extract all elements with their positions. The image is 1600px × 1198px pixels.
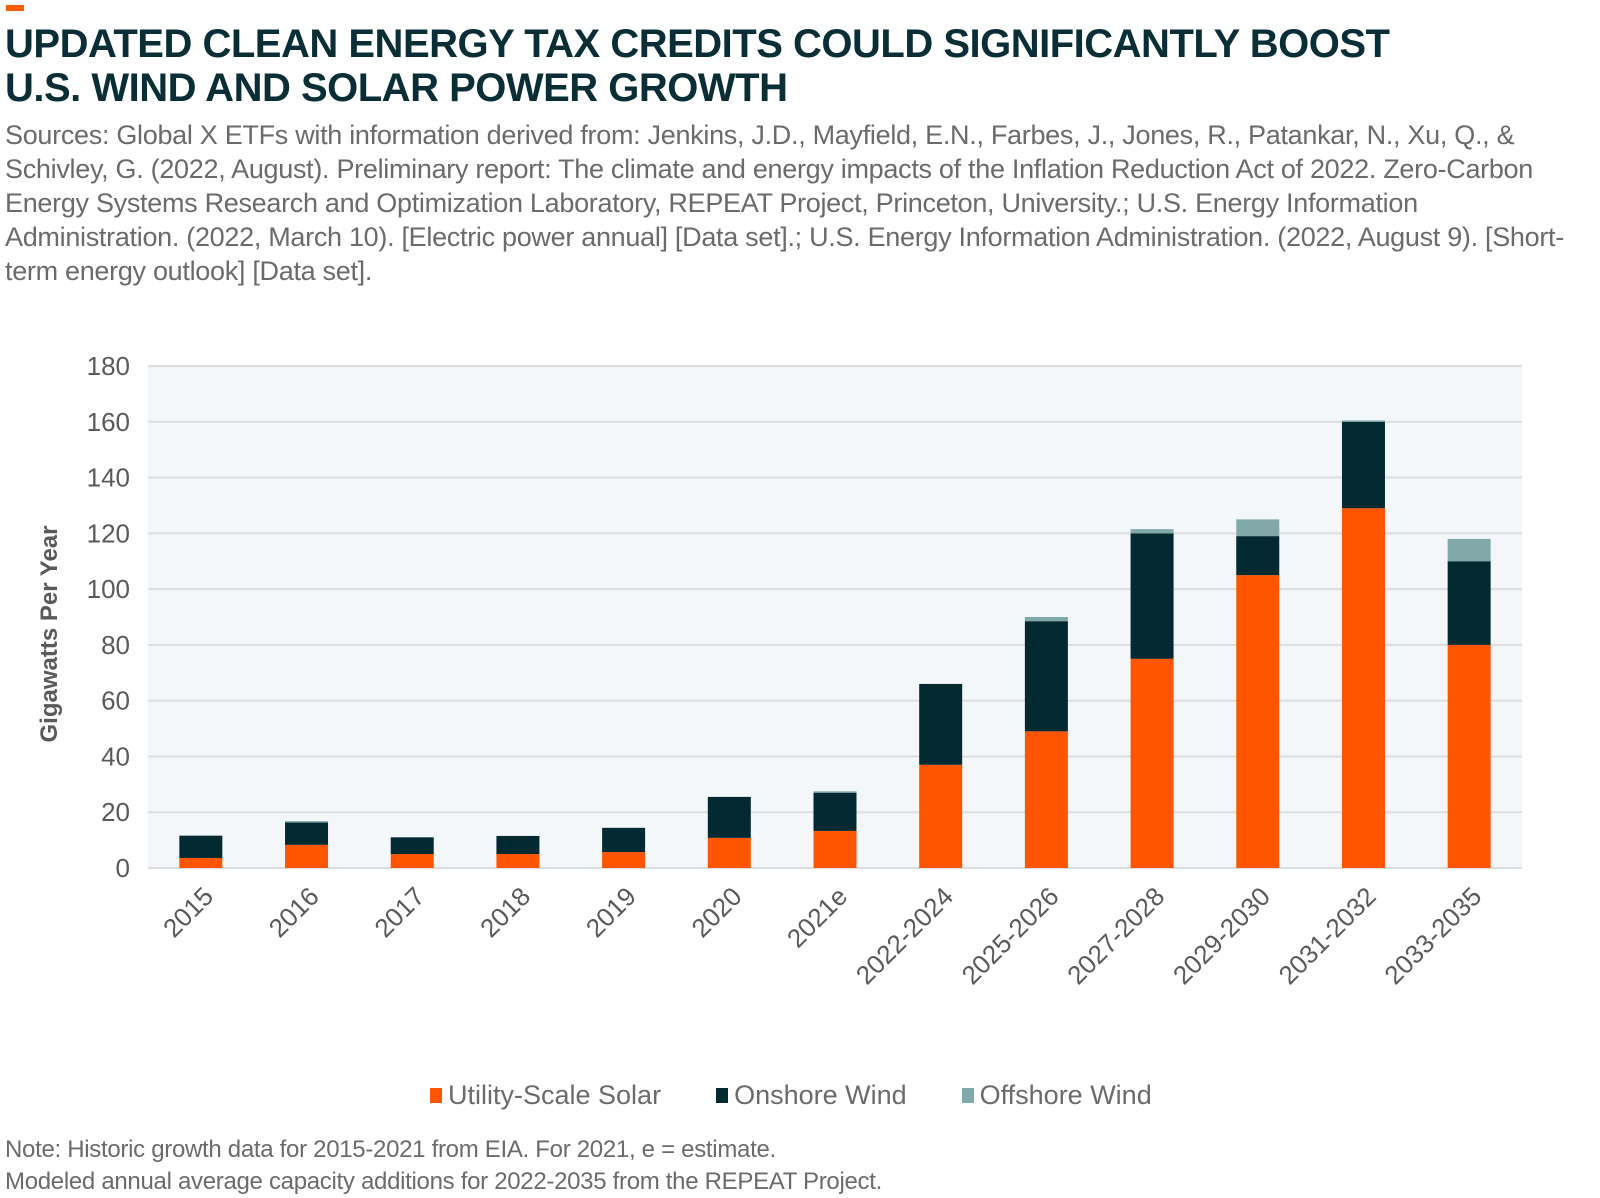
y-tick-label: 120 <box>87 518 130 548</box>
bar-segment-solar <box>179 857 223 868</box>
legend-label-solar: Utility-Scale Solar <box>448 1080 662 1110</box>
note-line-2: Modeled annual average capacity addition… <box>5 1168 882 1195</box>
x-tick-label: 2015 <box>157 881 219 943</box>
x-tick-label: 2017 <box>368 881 430 943</box>
y-tick-label: 20 <box>101 797 130 827</box>
y-tick-label: 60 <box>101 686 130 716</box>
x-tick-label: 2025-2026 <box>955 881 1064 990</box>
accent-bar <box>6 5 24 11</box>
legend-item-onshore: Onshore Wind <box>716 1080 907 1111</box>
y-tick-label: 40 <box>101 741 130 771</box>
y-tick-label: 160 <box>87 407 130 437</box>
x-tick-label: 2018 <box>474 881 536 943</box>
y-tick-label: 140 <box>87 463 130 493</box>
legend-item-solar: Utility-Scale Solar <box>430 1080 661 1111</box>
y-tick-label: 80 <box>101 630 130 660</box>
title-line-1: UPDATED CLEAN ENERGY TAX CREDITS COULD S… <box>5 22 1390 66</box>
bar-segment-solar <box>390 854 434 868</box>
legend-label-onshore: Onshore Wind <box>734 1080 907 1110</box>
legend-swatch-onshore <box>716 1088 729 1103</box>
bar-segment-onshore <box>1024 621 1068 732</box>
bar-segment-solar <box>1024 731 1068 868</box>
x-tick-label: 2021e <box>781 881 853 953</box>
y-tick-label: 100 <box>87 574 130 604</box>
bar-segment-onshore <box>707 796 751 838</box>
bar-segment-onshore <box>919 683 963 765</box>
bar-segment-onshore <box>1341 421 1385 509</box>
sources-text: Sources: Global X ETFs with information … <box>5 120 1564 286</box>
bar-segment-offshore <box>1024 617 1068 622</box>
bar-segment-offshore <box>1236 519 1280 537</box>
bar-segment-solar <box>602 852 646 868</box>
bar-segment-onshore <box>179 835 223 858</box>
bar-segment-solar <box>285 844 329 868</box>
bar-segment-onshore <box>285 822 329 845</box>
bar-segment-solar <box>1236 575 1280 868</box>
x-tick-label: 2020 <box>685 881 747 943</box>
bar-segment-onshore <box>1236 536 1280 576</box>
bar-segment-offshore <box>813 791 857 793</box>
legend-item-offshore: Offshore Wind <box>961 1080 1152 1111</box>
bar-segment-offshore <box>1447 538 1491 562</box>
bar-segment-onshore <box>390 837 434 855</box>
bar-segment-offshore <box>285 821 329 823</box>
legend-swatch-offshore <box>961 1088 974 1103</box>
bar-segment-onshore <box>1130 533 1174 659</box>
x-tick-label: 2016 <box>263 881 325 943</box>
bar-segment-solar <box>813 830 857 868</box>
bar-segment-solar <box>1130 658 1174 868</box>
bar-segment-solar <box>1447 644 1491 868</box>
x-tick-label: 2031-2032 <box>1273 881 1382 990</box>
note-line-1: Note: Historic growth data for 2015-2021… <box>5 1136 776 1163</box>
legend-label-offshore: Offshore Wind <box>979 1080 1152 1110</box>
chart-title: UPDATED CLEAN ENERGY TAX CREDITS COULD S… <box>5 22 1390 110</box>
x-tick-label: 2029-2030 <box>1167 881 1276 990</box>
x-tick-label: 2027-2028 <box>1061 881 1170 990</box>
bar-segment-solar <box>707 837 751 868</box>
bar-segment-onshore <box>602 827 646 853</box>
title-line-2: U.S. WIND AND SOLAR POWER GROWTH <box>5 66 788 110</box>
y-tick-label: 0 <box>116 853 130 883</box>
bar-segment-onshore <box>496 835 540 855</box>
legend: Utility-Scale Solar Onshore Wind Offshor… <box>430 1080 1152 1111</box>
bar-segment-offshore <box>1341 420 1385 422</box>
bar-segment-onshore <box>1447 561 1491 645</box>
y-tick-label: 180 <box>87 351 130 381</box>
x-tick-label: 2022-2024 <box>850 881 959 990</box>
bar-segment-onshore <box>813 792 857 831</box>
x-tick-label: 2033-2035 <box>1378 881 1487 990</box>
bar-segment-solar <box>496 854 540 868</box>
x-tick-label: 2019 <box>580 881 642 943</box>
legend-swatch-solar <box>430 1088 442 1103</box>
bar-segment-solar <box>1341 508 1385 868</box>
bar-segment-offshore <box>1130 529 1174 534</box>
plot-area <box>148 366 1522 868</box>
bar-segment-solar <box>919 764 963 868</box>
